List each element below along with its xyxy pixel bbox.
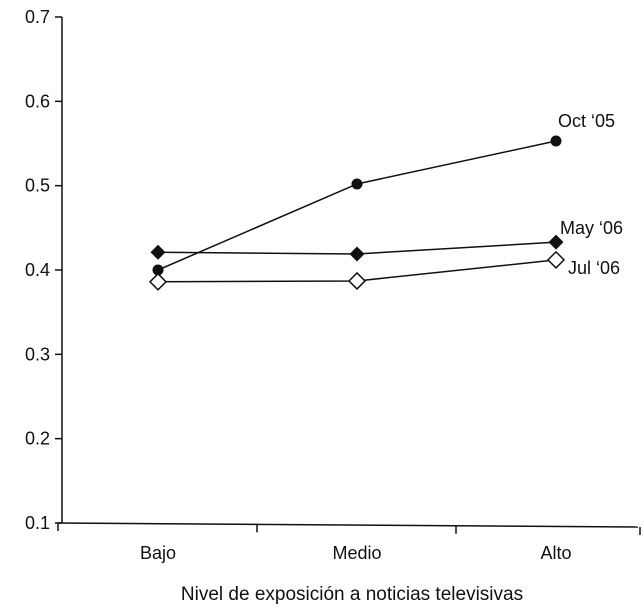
data-point [150,244,166,260]
x-axis-line [57,522,639,528]
data-point [546,250,566,269]
x-category-label: Alto [540,543,571,563]
data-point [548,234,564,250]
x-category-label: Bajo [140,543,176,563]
data-point [550,135,562,147]
y-tick-label: 0.4 [25,260,50,280]
y-tick-label: 0.6 [25,91,50,111]
series-label: May ‘06 [560,218,623,238]
y-tick-label: 0.5 [25,176,50,196]
data-point [148,272,168,291]
y-tick-label: 0.3 [25,344,50,364]
series-label: Jul ‘06 [568,258,620,278]
data-point [349,246,365,262]
x-axis-title: Nivel de exposición a noticias televisiv… [181,584,523,605]
axes: 0.1 0.2 0.3 0.4 0.5 0.6 0.7 Bajo Medio Alto [25,7,641,563]
series-1: Oct ‘05 [152,111,615,276]
y-tick-label: 0.2 [25,429,50,449]
data-point [351,178,363,190]
series-2: May ‘06 [150,218,623,262]
y-tick-label: 0.1 [25,513,50,533]
data-point [347,271,367,291]
series-layer: Oct ‘05 May ‘06 Jul ‘06 [148,111,623,291]
x-category-label: Medio [332,543,381,563]
y-tick-label: 0.7 [25,7,50,27]
series-label: Oct ‘05 [558,111,615,131]
series-3: Jul ‘06 [148,250,620,291]
data-point [152,264,164,276]
